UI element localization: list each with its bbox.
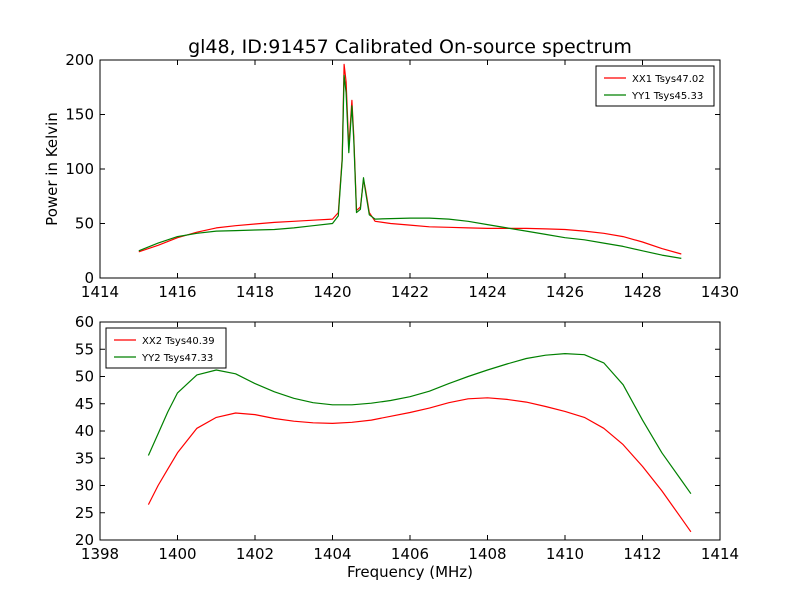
bottom-y-tick-label: 45	[75, 395, 94, 413]
bottom-x-tick-label: 1406	[391, 545, 429, 563]
top-x-tick-label: 1426	[546, 283, 584, 301]
top-legend-box	[595, 65, 715, 107]
top-x-tick-label: 1420	[313, 283, 351, 301]
top-y-axis-label: Power in Kelvin	[43, 112, 61, 226]
top-y-tick-label: 150	[65, 106, 94, 124]
top-y-tick-label: 50	[75, 215, 94, 233]
bottom-legend-entry: YY2 Tsys47.33	[141, 353, 213, 364]
top-x-tick-label: 1424	[468, 283, 506, 301]
top-y-tick-label: 0	[84, 269, 94, 287]
top-legend-entry: YY1 Tsys45.33	[631, 91, 703, 102]
bottom-y-tick-label: 55	[75, 340, 94, 358]
top-y-tick-label: 200	[65, 51, 94, 69]
bottom-series-line-yy2	[147, 353, 692, 495]
bottom-x-tick-label: 1404	[313, 545, 351, 563]
top-x-tick-label: 1430	[701, 283, 739, 301]
bottom-x-tick-label: 1410	[546, 545, 584, 563]
top-spectrum-plot: 1414 1416 1418 1420 1422 1424 1426 1428 1430 0 50 1…	[43, 51, 739, 301]
top-x-tick-label: 1416	[158, 283, 196, 301]
bottom-x-axis-label: Frequency (MHz)	[347, 563, 473, 581]
bottom-y-tick-label: 60	[75, 313, 94, 331]
top-legend-entry: XX1 Tsys47.02	[632, 74, 705, 85]
bottom-x-tick-label: 1398	[81, 545, 119, 563]
bottom-y-tick-label: 40	[75, 422, 94, 440]
bottom-y-tick-label: 50	[75, 368, 94, 386]
top-legend: XX1 Tsys47.02 YY1 Tsys45.33	[595, 65, 715, 107]
bottom-x-tick-label: 1408	[468, 545, 506, 563]
bottom-x-tick-label: 1402	[236, 545, 274, 563]
bottom-legend-box	[105, 327, 227, 369]
bottom-x-tick-label: 1400	[158, 545, 196, 563]
bottom-y-tick-label: 30	[75, 477, 94, 495]
bottom-spectrum-plot: 1398 1400 1402 1404 1406 1408 1410 1412 1414 20 25…	[75, 313, 739, 581]
top-x-tick-label: 1428	[623, 283, 661, 301]
top-x-tick-label: 1422	[391, 283, 429, 301]
top-x-tick-label: 1418	[236, 283, 274, 301]
bottom-y-tick-label: 25	[75, 504, 94, 522]
bottom-y-tick-label: 35	[75, 449, 94, 467]
chart-title: gl48, ID:91457 Calibrated On-source spec…	[188, 36, 632, 58]
bottom-legend-entry: XX2 Tsys40.39	[142, 336, 215, 347]
bottom-y-tick-label: 20	[75, 531, 94, 549]
bottom-legend: XX2 Tsys40.39 YY2 Tsys47.33	[105, 327, 227, 369]
top-x-tick-label: 1414	[81, 283, 119, 301]
bottom-x-tick-label: 1414	[701, 545, 739, 563]
top-y-tick-label: 100	[65, 160, 94, 178]
top-series-line-yy1	[138, 74, 682, 259]
bottom-x-tick-label: 1412	[623, 545, 661, 563]
bottom-series-line-xx2	[147, 397, 692, 533]
